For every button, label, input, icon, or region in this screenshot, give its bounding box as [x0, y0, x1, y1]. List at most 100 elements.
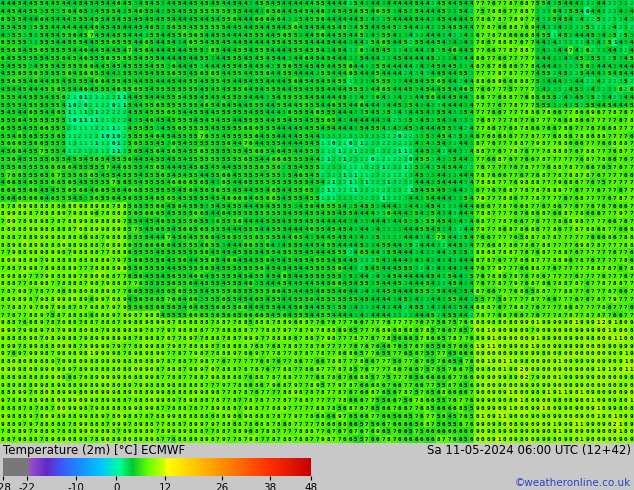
Text: 4: 4 — [249, 40, 252, 45]
Text: 6: 6 — [51, 157, 54, 162]
Text: 7: 7 — [128, 281, 131, 287]
Text: 5: 5 — [442, 383, 446, 388]
Text: 7: 7 — [613, 118, 616, 123]
Text: 8: 8 — [216, 375, 219, 380]
Text: 3: 3 — [365, 134, 368, 139]
Text: 8: 8 — [51, 258, 54, 263]
Text: 4: 4 — [200, 79, 203, 84]
Text: 7: 7 — [409, 359, 413, 364]
Text: 1: 1 — [387, 157, 391, 162]
Text: 8: 8 — [569, 398, 573, 403]
Text: 2: 2 — [591, 17, 595, 22]
Text: 6: 6 — [210, 72, 214, 76]
Text: 7: 7 — [327, 398, 330, 403]
Text: 0: 0 — [112, 142, 115, 147]
Text: 5: 5 — [365, 281, 368, 287]
Text: 7: 7 — [315, 320, 319, 325]
Text: 4: 4 — [210, 87, 214, 92]
Text: 3: 3 — [431, 134, 434, 139]
Text: 5: 5 — [29, 165, 32, 170]
Text: 4: 4 — [409, 281, 413, 287]
Text: 5: 5 — [12, 17, 15, 22]
Text: 5: 5 — [29, 48, 32, 53]
Text: 3: 3 — [387, 235, 391, 240]
Text: 9: 9 — [541, 375, 545, 380]
Text: 7: 7 — [343, 367, 346, 372]
Text: 5: 5 — [106, 188, 109, 193]
Text: 8: 8 — [188, 429, 192, 434]
Text: 5: 5 — [210, 313, 214, 318]
Text: 2: 2 — [607, 17, 611, 22]
Text: 4: 4 — [210, 110, 214, 115]
Text: 8: 8 — [45, 250, 49, 255]
Text: 4: 4 — [128, 32, 131, 38]
Text: 7: 7 — [497, 250, 501, 255]
Text: 7: 7 — [51, 305, 54, 310]
Text: 5: 5 — [89, 196, 93, 201]
Text: 5: 5 — [271, 9, 275, 14]
Text: 5: 5 — [271, 24, 275, 30]
Text: 4: 4 — [210, 1, 214, 6]
Text: 4: 4 — [409, 305, 413, 310]
Text: 7: 7 — [602, 118, 605, 123]
Text: 8: 8 — [221, 406, 225, 411]
Text: 4: 4 — [354, 281, 358, 287]
Text: 7: 7 — [508, 118, 512, 123]
Text: 3: 3 — [569, 64, 573, 69]
Text: 8: 8 — [6, 406, 10, 411]
Text: 7: 7 — [475, 196, 479, 201]
Text: 5: 5 — [315, 180, 319, 185]
Text: 5: 5 — [139, 289, 142, 294]
Text: 4: 4 — [155, 48, 159, 53]
Text: 8: 8 — [12, 274, 15, 279]
Text: 9: 9 — [221, 383, 225, 388]
Text: 9: 9 — [205, 343, 209, 349]
Text: 9: 9 — [117, 243, 120, 247]
Text: 4: 4 — [437, 87, 440, 92]
Text: 7: 7 — [122, 343, 126, 349]
Text: 7: 7 — [481, 142, 484, 147]
Text: 9: 9 — [18, 437, 21, 442]
Text: 3: 3 — [359, 196, 363, 201]
Text: 7: 7 — [210, 320, 214, 325]
Text: 6: 6 — [398, 437, 401, 442]
Text: 4: 4 — [343, 87, 346, 92]
Text: 3: 3 — [376, 32, 379, 38]
Text: 5: 5 — [453, 157, 456, 162]
Text: 4: 4 — [448, 243, 451, 247]
Text: 0: 0 — [602, 375, 605, 380]
Text: 3: 3 — [619, 17, 622, 22]
Text: 4: 4 — [409, 32, 413, 38]
Text: 7: 7 — [205, 351, 209, 357]
Text: 5: 5 — [172, 79, 176, 84]
Text: 8: 8 — [514, 118, 517, 123]
Text: 6: 6 — [503, 188, 506, 193]
Text: 6: 6 — [155, 102, 159, 107]
Text: 5: 5 — [415, 375, 418, 380]
Text: 5: 5 — [359, 56, 363, 61]
Text: 7: 7 — [260, 328, 264, 333]
Text: 3: 3 — [630, 32, 633, 38]
Text: 8: 8 — [602, 157, 605, 162]
Text: 5: 5 — [34, 126, 37, 131]
Text: 8: 8 — [288, 391, 291, 395]
Text: 4: 4 — [45, 196, 49, 201]
Text: 6: 6 — [271, 289, 275, 294]
Text: 3: 3 — [420, 235, 424, 240]
Text: 5: 5 — [299, 157, 302, 162]
Text: 4: 4 — [84, 40, 87, 45]
Text: 3: 3 — [359, 79, 363, 84]
Text: 0: 0 — [536, 359, 540, 364]
Text: 7: 7 — [464, 367, 468, 372]
Text: 7: 7 — [23, 406, 27, 411]
Text: 5: 5 — [541, 102, 545, 107]
Text: 9: 9 — [61, 391, 65, 395]
Text: 5: 5 — [221, 204, 225, 209]
Text: 4: 4 — [299, 274, 302, 279]
Text: 5: 5 — [188, 219, 192, 224]
Text: 5: 5 — [266, 149, 269, 154]
Text: 4: 4 — [282, 258, 286, 263]
Text: 7: 7 — [481, 48, 484, 53]
Text: 4: 4 — [348, 227, 352, 232]
Text: 4: 4 — [337, 110, 341, 115]
